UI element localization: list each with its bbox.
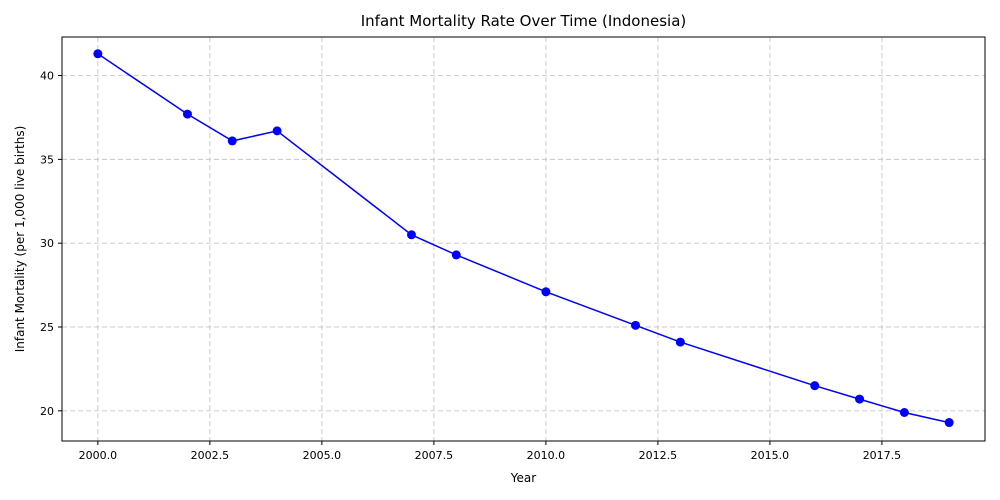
data-point [631, 320, 641, 330]
y-tick-label: 40 [40, 70, 54, 83]
y-tick-label: 30 [40, 237, 54, 250]
plot-area-frame [61, 36, 986, 442]
data-point [675, 337, 685, 347]
y-tick-label: 20 [40, 405, 54, 418]
axis-ticks: 2000.0 2002.5 2005.0 2007.5 2010.0 2012.5 2015… [40, 70, 901, 462]
x-axis-label: Year [510, 471, 536, 485]
x-tick-label: 2005.0 [303, 449, 342, 462]
grid [62, 37, 985, 441]
x-tick-label: 2002.5 [191, 449, 230, 462]
data-point [406, 230, 416, 240]
data-point [451, 250, 461, 260]
series-line [97, 53, 950, 424]
x-tick-label: 2000.0 [79, 449, 118, 462]
x-tick-label: 2010.0 [527, 449, 566, 462]
x-tick-label: 2012.5 [639, 449, 678, 462]
data-point [944, 418, 954, 428]
x-tick-label: 2017.5 [863, 449, 902, 462]
data-point [899, 408, 909, 418]
data-point [93, 49, 103, 59]
chart-title: Infant Mortality Rate Over Time (Indones… [361, 12, 687, 30]
x-tick-label: 2007.5 [415, 449, 454, 462]
y-tick-label: 25 [40, 321, 54, 334]
data-point [541, 287, 551, 297]
data-point [855, 394, 865, 404]
data-point [272, 126, 282, 136]
y-axis-label: Infant Mortality (per 1,000 live births) [13, 126, 27, 353]
series-layer [93, 49, 954, 428]
y-tick-label: 35 [40, 153, 54, 166]
data-point [810, 381, 820, 391]
x-tick-label: 2015.0 [751, 449, 790, 462]
data-point [182, 109, 192, 119]
data-point [227, 136, 237, 146]
